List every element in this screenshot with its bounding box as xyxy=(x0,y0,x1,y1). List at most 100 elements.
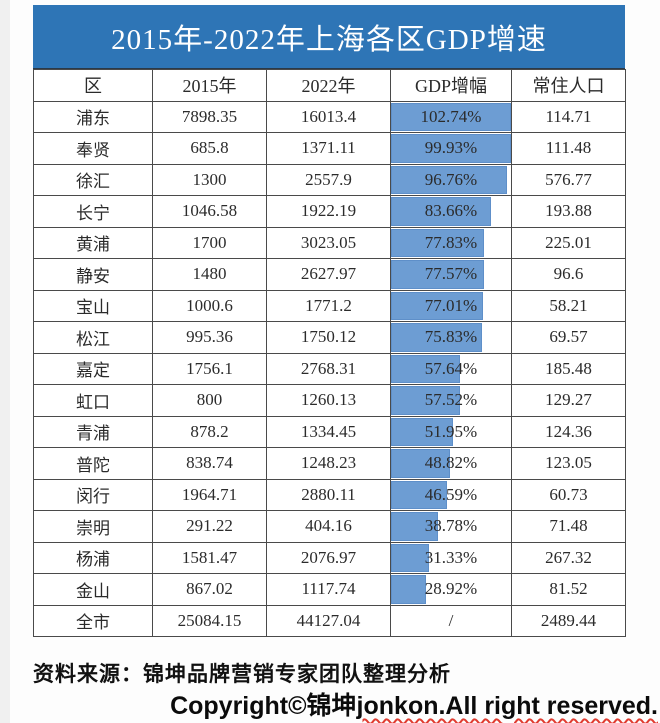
gdp-growth-bar xyxy=(391,228,485,257)
gdp-2022-cell: 1922.19 xyxy=(266,195,391,228)
gdp-growth-label: 99.93% xyxy=(424,138,478,158)
source-note: 资料来源：锦坤品牌营销专家团队整理分析 xyxy=(33,662,451,686)
gdp-growth-label: / xyxy=(448,610,454,630)
district-cell: 金山 xyxy=(33,573,153,606)
population-cell: 576.77 xyxy=(511,163,626,196)
gdp-growth-cell: 99.93% xyxy=(390,132,512,165)
gdp-2015-cell: 1756.1 xyxy=(152,352,267,385)
population-cell: 267.32 xyxy=(511,541,626,574)
gdp-2022-cell: 2557.9 xyxy=(266,163,391,196)
gdp-2015-cell: 1700 xyxy=(152,226,267,259)
gdp-growth-bar xyxy=(391,354,461,383)
gdp-growth-bar xyxy=(391,512,438,541)
gdp-growth-label: 77.57% xyxy=(424,264,478,284)
gdp-table: 区 2015年 2022年 GDP增幅 常住人口 浦东 7898.35 16013.4 102… xyxy=(33,69,626,637)
gdp-growth-bar xyxy=(391,102,511,131)
table-row: 松江 995.36 1750.12 75.83% 69.57 xyxy=(33,321,626,354)
gdp-growth-label: 28.92% xyxy=(424,579,478,599)
population-cell: 81.52 xyxy=(511,573,626,606)
district-cell: 宝山 xyxy=(33,289,153,322)
table-row: 杨浦 1581.47 2076.97 31.33% 267.32 xyxy=(33,541,626,574)
gdp-growth-bar xyxy=(391,323,482,352)
gdp-growth-cell: 96.76% xyxy=(390,163,512,196)
table-row: 全市 25084.15 44127.04 / 2489.44 xyxy=(33,604,626,637)
district-cell: 全市 xyxy=(33,604,153,637)
district-cell: 虹口 xyxy=(33,384,153,417)
gdp-growth-bar xyxy=(391,417,454,446)
gdp-growth-label: 38.78% xyxy=(424,516,478,536)
district-cell: 奉贤 xyxy=(33,132,153,165)
district-cell: 静安 xyxy=(33,258,153,291)
gdp-growth-label: 83.66% xyxy=(424,201,478,221)
gdp-growth-bar xyxy=(391,386,461,415)
district-cell: 普陀 xyxy=(33,447,153,480)
gdp-2022-cell: 2768.31 xyxy=(266,352,391,385)
gdp-growth-bar xyxy=(391,291,484,320)
population-cell: 60.73 xyxy=(511,478,626,511)
gdp-2015-cell: 1300 xyxy=(152,163,267,196)
copyright-line: Copyright©锦坤jonkon.All right reserved. xyxy=(170,686,658,722)
table-row: 静安 1480 2627.97 77.57% 96.6 xyxy=(33,258,626,291)
column-header: 2015年 xyxy=(152,69,267,102)
gdp-growth-label: 102.74% xyxy=(420,106,482,126)
gdp-2022-cell: 1334.45 xyxy=(266,415,391,448)
column-header: 2022年 xyxy=(266,69,391,102)
district-cell: 崇明 xyxy=(33,510,153,543)
table-row: 长宁 1046.58 1922.19 83.66% 193.88 xyxy=(33,195,626,228)
column-header: GDP增幅 xyxy=(390,69,512,102)
gdp-growth-cell: 77.57% xyxy=(390,258,512,291)
copyright-flagged-text: jonkon.All right reserved. xyxy=(356,692,658,720)
table-row: 普陀 838.74 1248.23 48.82% 123.05 xyxy=(33,447,626,480)
column-header: 区 xyxy=(33,69,153,102)
table-row: 金山 867.02 1117.74 28.92% 81.52 xyxy=(33,573,626,606)
gdp-2022-cell: 404.16 xyxy=(266,510,391,543)
gdp-growth-bar xyxy=(391,260,485,289)
column-header: 常住人口 xyxy=(511,69,626,102)
table-row: 虹口 800 1260.13 57.52% 129.27 xyxy=(33,384,626,417)
gdp-growth-cell: 48.82% xyxy=(390,447,512,480)
gdp-growth-label: 51.95% xyxy=(424,421,478,441)
table-row: 崇明 291.22 404.16 38.78% 71.48 xyxy=(33,510,626,543)
gdp-2022-cell: 1371.11 xyxy=(266,132,391,165)
gdp-growth-label: 57.64% xyxy=(424,358,478,378)
gdp-growth-bar xyxy=(391,197,492,226)
population-cell: 114.71 xyxy=(511,100,626,133)
population-cell: 96.6 xyxy=(511,258,626,291)
gdp-growth-label: 77.83% xyxy=(424,232,478,252)
gdp-growth-cell: 31.33% xyxy=(390,541,512,574)
table-row: 青浦 878.2 1334.45 51.95% 124.36 xyxy=(33,415,626,448)
gdp-2022-cell: 44127.04 xyxy=(266,604,391,637)
header-row: 区 2015年 2022年 GDP增幅 常住人口 xyxy=(33,69,626,102)
gdp-2022-cell: 1248.23 xyxy=(266,447,391,480)
population-cell: 124.36 xyxy=(511,415,626,448)
gdp-growth-label: 31.33% xyxy=(424,547,478,567)
gdp-growth-cell: 38.78% xyxy=(390,510,512,543)
gdp-2022-cell: 3023.05 xyxy=(266,226,391,259)
gdp-2022-cell: 2880.11 xyxy=(266,478,391,511)
copyright-prefix: Copyright©锦坤 xyxy=(170,692,357,720)
gdp-2022-cell: 2627.97 xyxy=(266,258,391,291)
district-cell: 徐汇 xyxy=(33,163,153,196)
population-cell: 71.48 xyxy=(511,510,626,543)
table-row: 徐汇 1300 2557.9 96.76% 576.77 xyxy=(33,163,626,196)
page-title: 2015年-2022年上海各区GDP增速 xyxy=(111,23,547,56)
gdp-2022-cell: 16013.4 xyxy=(266,100,391,133)
table-row: 闵行 1964.71 2880.11 46.59% 60.73 xyxy=(33,478,626,511)
population-cell: 193.88 xyxy=(511,195,626,228)
gdp-growth-bar xyxy=(391,449,450,478)
gdp-2015-cell: 1046.58 xyxy=(152,195,267,228)
gdp-2015-cell: 7898.35 xyxy=(152,100,267,133)
gdp-growth-label: 48.82% xyxy=(424,453,478,473)
gdp-2022-cell: 2076.97 xyxy=(266,541,391,574)
gdp-growth-cell: 102.74% xyxy=(390,100,512,133)
table-row: 奉贤 685.8 1371.11 99.93% 111.48 xyxy=(33,132,626,165)
gdp-2015-cell: 838.74 xyxy=(152,447,267,480)
district-cell: 杨浦 xyxy=(33,541,153,574)
gdp-2015-cell: 867.02 xyxy=(152,573,267,606)
title-banner: 2015年-2022年上海各区GDP增速 xyxy=(33,5,625,69)
gdp-growth-cell: 57.64% xyxy=(390,352,512,385)
gdp-2015-cell: 1581.47 xyxy=(152,541,267,574)
population-cell: 129.27 xyxy=(511,384,626,417)
district-cell: 嘉定 xyxy=(33,352,153,385)
